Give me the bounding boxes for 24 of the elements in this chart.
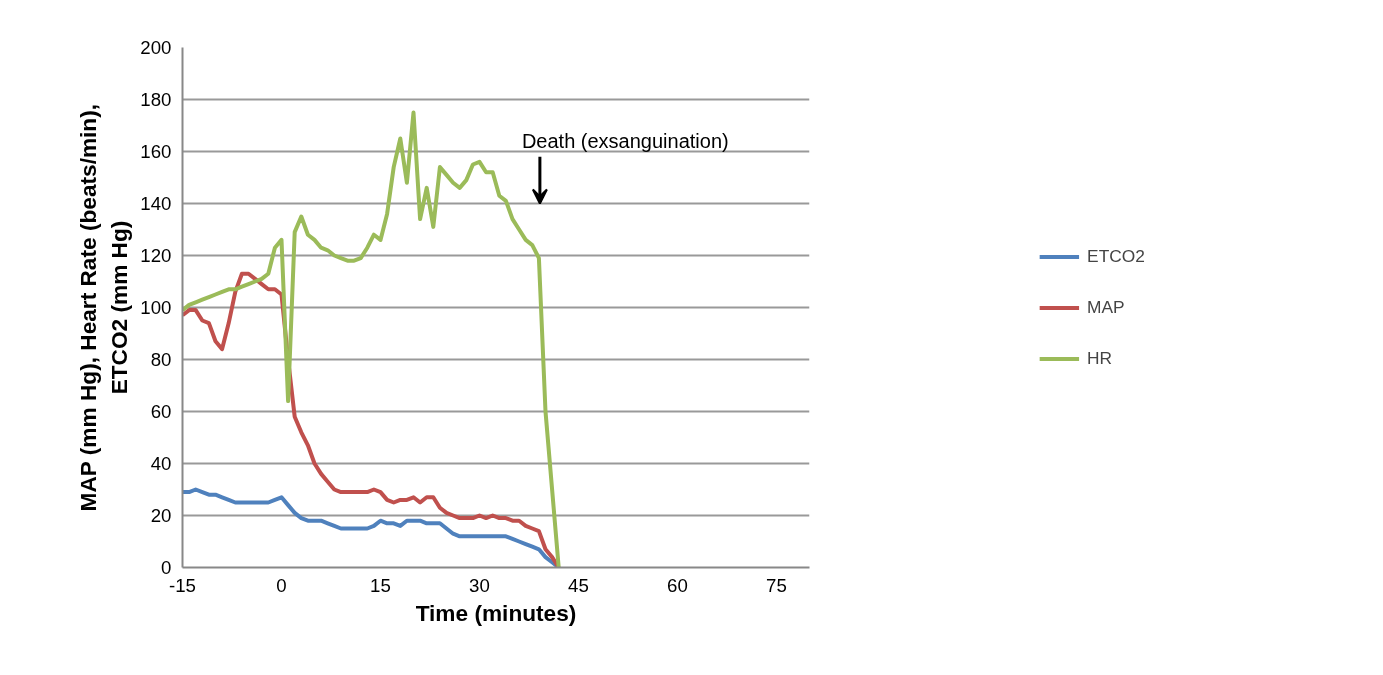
- y-tick-label: 40: [150, 453, 172, 474]
- annotation: Death (exsanguination): [521, 129, 729, 152]
- legend-label: ETCO2: [1087, 245, 1145, 267]
- legend-label: MAP: [1087, 296, 1125, 318]
- y-axis-title: MAP (mm Hg), Heart Rate (beats/min), ETCO2 (mm Hg): [75, 103, 133, 512]
- x-tick-label: 75: [766, 574, 787, 596]
- x-tick-label: 0: [276, 574, 287, 596]
- x-tick-label: 60: [667, 574, 688, 596]
- y-tick-label: 140: [140, 193, 172, 214]
- y-tick-label: 200: [140, 37, 172, 58]
- y-tick-label: 120: [140, 245, 172, 266]
- y-tick-label: 100: [140, 297, 172, 318]
- y-tick-label: 160: [140, 141, 172, 162]
- y-tick-label: 80: [150, 349, 172, 370]
- x-axis-title: Time (minutes): [415, 599, 577, 626]
- y-tick-label: 180: [140, 89, 172, 110]
- x-tick-label: 45: [568, 574, 589, 596]
- x-tick-label: 15: [370, 574, 391, 596]
- x-tick-label: 30: [469, 574, 490, 596]
- legend-label: HR: [1087, 347, 1113, 369]
- y-tick-label: 0: [161, 557, 172, 578]
- y-tick-label: 60: [150, 401, 172, 422]
- x-tick-label: -15: [169, 574, 196, 596]
- y-tick-label: 20: [150, 505, 172, 526]
